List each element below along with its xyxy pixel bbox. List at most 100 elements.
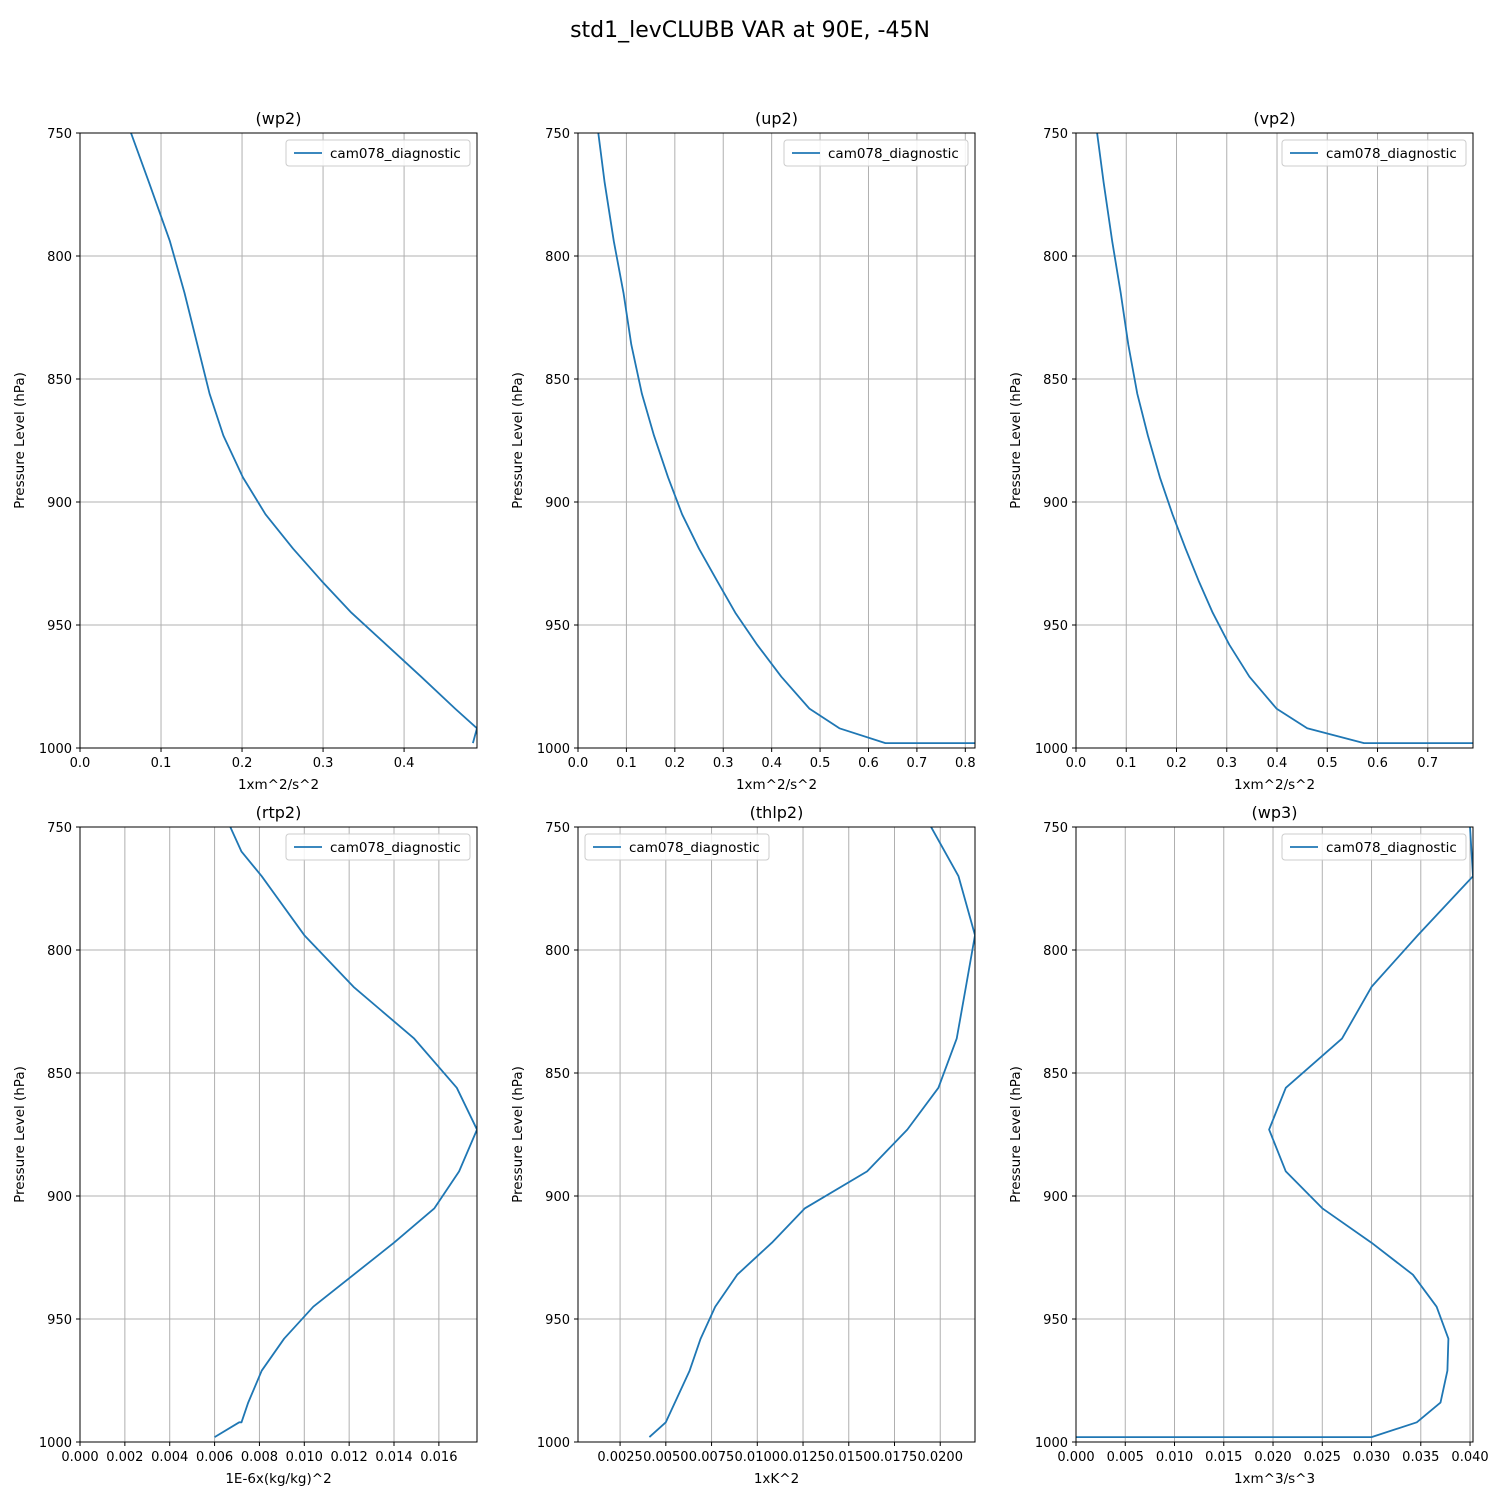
- subplot-title: (wp3): [1252, 803, 1298, 822]
- x-tick-label: 0.025: [1304, 1450, 1341, 1465]
- subplot-rtp2: 0.000 0.002 0.004 0.006 0.008 0.010 0.012 0.014…: [12, 803, 478, 1487]
- x-tick-label: 0.2: [232, 756, 253, 771]
- axes-frame: [577, 826, 976, 1443]
- y-axis-label: Pressure Level (hPa): [1008, 1066, 1024, 1203]
- subplot-title: (thlp2): [750, 803, 804, 822]
- y-tick-label: 1000: [537, 742, 570, 757]
- x-tick-label: 0.0: [568, 756, 589, 771]
- legend-box: [1281, 833, 1467, 861]
- x-tick-label: 0.5: [1317, 756, 1338, 771]
- y-tick-label: 850: [47, 1067, 72, 1082]
- y-tick-label: 900: [1043, 1190, 1068, 1205]
- y-tick-label: 950: [47, 1313, 72, 1328]
- x-axis-label: 1xm^2/s^2: [1234, 777, 1315, 793]
- x-tick-label: 0.0150: [826, 1450, 872, 1465]
- y-tick-label: 1000: [537, 1436, 570, 1451]
- y-axis-label: Pressure Level (hPa): [12, 1066, 28, 1203]
- x-tick-label: 0.4: [1267, 756, 1288, 771]
- y-tick-label: 1000: [1035, 1436, 1068, 1451]
- legend-label: cam078_diagnostic: [330, 146, 461, 162]
- y-tick-label: 750: [545, 821, 570, 836]
- legend: cam078_diagnostic: [783, 139, 969, 167]
- subplot-title: (wp2): [256, 109, 302, 128]
- x-tick-label: 0.8: [955, 756, 976, 771]
- x-tick-label: 0.0100: [735, 1450, 781, 1465]
- x-tick-label: 0.030: [1353, 1450, 1390, 1465]
- x-axis-label: 1E-6x(kg/kg)^2: [225, 1471, 331, 1487]
- x-tick-label: 0.010: [1156, 1450, 1193, 1465]
- x-tick-label: 0.0125: [780, 1450, 826, 1465]
- x-tick-label: 0.0200: [917, 1450, 963, 1465]
- legend-label: cam078_diagnostic: [330, 840, 461, 856]
- x-tick-label: 0.2: [664, 756, 685, 771]
- y-axis-label: Pressure Level (hPa): [1008, 372, 1024, 509]
- x-tick-label: 0.3: [713, 756, 734, 771]
- y-tick-label: 750: [47, 821, 72, 836]
- series-line-0: [1096, 133, 1473, 744]
- x-tick-label: 0.0050: [643, 1450, 689, 1465]
- x-tick-label: 0.015: [1205, 1450, 1242, 1465]
- x-tick-label: 0.5: [810, 756, 831, 771]
- y-tick-label: 950: [47, 619, 72, 634]
- x-tick-label: 0.0: [1066, 756, 1087, 771]
- x-tick-label: 0.035: [1402, 1450, 1439, 1465]
- legend-label: cam078_diagnostic: [1326, 146, 1457, 162]
- x-tick-label: 0.000: [1057, 1450, 1094, 1465]
- figure-title: std1_levCLUBB VAR at 90E, -45N: [570, 18, 930, 43]
- x-tick-label: 0.3: [313, 756, 334, 771]
- legend-box: [285, 833, 471, 861]
- subplot-title: (up2): [755, 109, 798, 128]
- y-tick-label: 950: [1043, 619, 1068, 634]
- series-line-0: [214, 827, 477, 1438]
- y-tick-label: 800: [545, 250, 570, 265]
- x-tick-label: 0.1: [1116, 756, 1137, 771]
- x-tick-label: 0.016: [420, 1450, 457, 1465]
- y-tick-label: 900: [47, 1190, 72, 1205]
- y-tick-label: 900: [47, 496, 72, 511]
- x-axis-label: 1xm^2/s^2: [736, 777, 817, 793]
- y-tick-label: 850: [1043, 373, 1068, 388]
- subplot-title: (rtp2): [256, 803, 302, 822]
- x-tick-label: 0.0175: [872, 1450, 918, 1465]
- x-tick-label: 0.0: [70, 756, 91, 771]
- y-tick-label: 850: [1043, 1067, 1068, 1082]
- y-tick-label: 1000: [1035, 742, 1068, 757]
- y-tick-label: 900: [545, 1190, 570, 1205]
- axes-frame: [577, 132, 976, 749]
- subplot-thlp2: 0.0025 0.0050 0.0075 0.0100 0.0125 0.0150 0.01…: [510, 803, 976, 1487]
- legend: cam078_diagnostic: [285, 139, 471, 167]
- x-tick-label: 0.4: [394, 756, 415, 771]
- x-tick-label: 0.0025: [597, 1450, 643, 1465]
- x-tick-label: 0.0075: [689, 1450, 735, 1465]
- y-tick-label: 1000: [39, 1436, 72, 1451]
- x-tick-label: 0.014: [375, 1450, 412, 1465]
- axes-frame: [1075, 132, 1474, 749]
- legend-box: [1281, 139, 1467, 167]
- x-axis-label: 1xm^3/s^3: [1234, 1471, 1315, 1487]
- legend-box: [285, 139, 471, 167]
- y-tick-label: 950: [545, 619, 570, 634]
- subplot-wp2: 0.0 0.1 0.2 0.3 0.4 750 800 850 900 950 1000 1xm^2/…: [12, 109, 478, 793]
- subplot-up2: 0.0 0.1 0.2 0.3 0.4 0.5 0.6 0.7 0.8 750 800 850 900 9…: [510, 109, 976, 793]
- y-tick-label: 800: [47, 944, 72, 959]
- x-tick-label: 0.040: [1451, 1450, 1488, 1465]
- y-tick-label: 800: [545, 944, 570, 959]
- subplot-wp3: 0.000 0.005 0.010 0.015 0.020 0.025 0.030 0.035…: [1008, 803, 1489, 1487]
- y-tick-label: 1000: [39, 742, 72, 757]
- legend-label: cam078_diagnostic: [828, 146, 959, 162]
- subplot-title: (vp2): [1253, 109, 1295, 128]
- subplot-grid: 0.0 0.1 0.2 0.3 0.4 750 800 850 900 950 1000 1xm^2/…: [12, 109, 1489, 1487]
- y-tick-label: 850: [545, 373, 570, 388]
- x-tick-label: 0.002: [106, 1450, 143, 1465]
- x-tick-label: 0.000: [61, 1450, 98, 1465]
- x-tick-label: 0.008: [241, 1450, 278, 1465]
- legend: cam078_diagnostic: [285, 833, 471, 861]
- y-tick-label: 850: [545, 1067, 570, 1082]
- legend-label: cam078_diagnostic: [629, 840, 760, 856]
- x-tick-label: 0.012: [331, 1450, 368, 1465]
- y-tick-label: 750: [545, 127, 570, 142]
- axes-frame: [79, 132, 478, 749]
- x-tick-label: 0.7: [1417, 756, 1438, 771]
